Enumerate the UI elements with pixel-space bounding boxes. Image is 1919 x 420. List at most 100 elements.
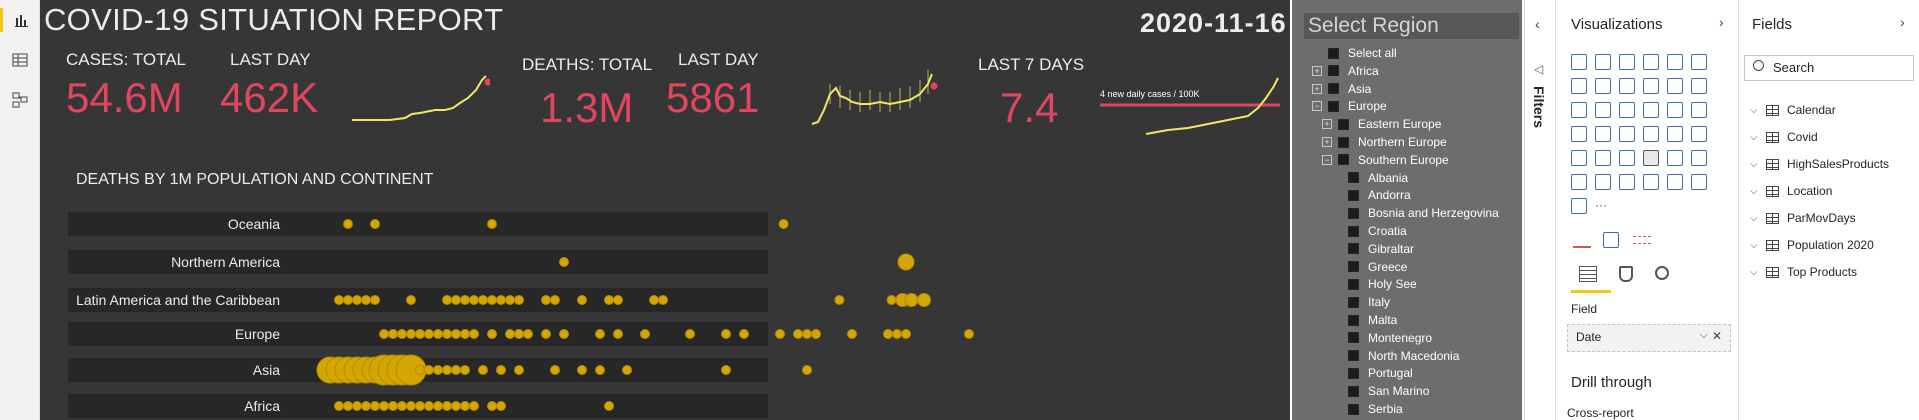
stacked-column-icon[interactable] xyxy=(1595,54,1611,70)
line-column-icon[interactable] xyxy=(1643,78,1659,94)
collapse-chevron-icon[interactable]: ‹ xyxy=(1535,16,1540,32)
country-dot[interactable] xyxy=(424,329,434,339)
slicer-item[interactable]: − Europe xyxy=(1312,97,1387,115)
country-dot[interactable] xyxy=(433,365,443,375)
country-dot[interactable] xyxy=(802,365,812,375)
country-dot[interactable] xyxy=(613,295,623,305)
country-dot[interactable] xyxy=(415,401,425,411)
chevron-down-icon[interactable]: ⌵ xyxy=(1750,158,1758,170)
country-dot[interactable] xyxy=(739,329,749,339)
country-dot[interactable] xyxy=(523,329,533,339)
checkbox[interactable] xyxy=(1348,243,1359,255)
country-dot[interactable] xyxy=(424,401,434,411)
narrative-icon[interactable] xyxy=(1667,174,1683,190)
area-icon[interactable] xyxy=(1595,78,1611,94)
remove-field-icon[interactable]: ✕ xyxy=(1711,329,1722,343)
country-dot[interactable] xyxy=(334,401,344,411)
country-dot[interactable] xyxy=(514,329,524,339)
country-dot[interactable] xyxy=(514,295,524,305)
checkbox[interactable] xyxy=(1338,118,1349,130)
slicer-item[interactable]: Malta xyxy=(1348,311,1397,329)
country-dot[interactable] xyxy=(550,295,560,305)
slicer-item[interactable]: Montenegro xyxy=(1348,329,1432,347)
checkbox[interactable] xyxy=(1348,172,1359,184)
country-dot[interactable] xyxy=(847,329,857,339)
country-dot[interactable] xyxy=(886,295,897,305)
map-icon[interactable] xyxy=(1571,126,1587,142)
country-dot[interactable] xyxy=(460,329,470,339)
country-dot[interactable] xyxy=(352,295,362,305)
country-dot[interactable] xyxy=(778,219,789,229)
slicer-item[interactable]: Holy See xyxy=(1348,275,1417,293)
azure-map-icon[interactable] xyxy=(1643,126,1659,142)
slicer-item[interactable]: Italy xyxy=(1348,293,1390,311)
slicer-item[interactable]: Greece xyxy=(1348,258,1407,276)
country-dot[interactable] xyxy=(361,295,371,305)
country-dot[interactable] xyxy=(451,329,461,339)
expand-icon[interactable]: + xyxy=(1322,137,1332,147)
expand-icon[interactable]: + xyxy=(1312,65,1322,76)
country-dot[interactable] xyxy=(793,329,803,339)
checkbox[interactable] xyxy=(1348,385,1359,397)
country-dot[interactable] xyxy=(496,295,506,305)
fields-tab-icon[interactable] xyxy=(1579,266,1597,282)
country-dot[interactable] xyxy=(469,329,479,339)
country-dot[interactable] xyxy=(433,401,443,411)
slicer-item[interactable]: Select all xyxy=(1312,44,1397,62)
country-dot[interactable] xyxy=(451,295,461,305)
country-dot[interactable] xyxy=(343,401,353,411)
kpi-icon[interactable] xyxy=(1595,150,1611,166)
more-icon[interactable]: ··· xyxy=(1595,198,1607,212)
field-table-item[interactable]: ⌵ Calendar xyxy=(1750,100,1836,120)
field-table-item[interactable]: ⌵ ParMovDays xyxy=(1750,208,1856,228)
filters-pane-collapsed[interactable]: ‹ ◁ Filters xyxy=(1524,0,1556,420)
shape-map-icon[interactable] xyxy=(1619,126,1635,142)
country-dot[interactable] xyxy=(559,329,569,339)
country-dot[interactable] xyxy=(406,295,416,305)
country-dot[interactable] xyxy=(892,329,902,339)
country-dot[interactable] xyxy=(811,329,821,339)
chevron-down-icon[interactable]: ⌵ xyxy=(1750,266,1758,278)
slicer-item[interactable]: Croatia xyxy=(1348,222,1407,240)
ribbon-icon[interactable] xyxy=(1691,78,1707,94)
expand-icon[interactable]: + xyxy=(1322,119,1332,130)
country-dot[interactable] xyxy=(658,295,668,305)
python-visual-icon[interactable] xyxy=(1571,174,1587,190)
clustered-column-icon[interactable] xyxy=(1643,54,1659,70)
country-dot[interactable] xyxy=(901,329,911,339)
chevron-down-icon[interactable]: ⌵ xyxy=(1750,131,1758,143)
field-table-item[interactable]: ⌵ Population 2020 xyxy=(1750,235,1874,255)
country-dot[interactable] xyxy=(406,329,416,339)
country-dot[interactable] xyxy=(487,219,497,229)
donut-icon[interactable] xyxy=(1667,102,1683,118)
country-dot[interactable] xyxy=(541,295,551,305)
country-dot[interactable] xyxy=(487,329,497,339)
checkbox[interactable] xyxy=(1338,154,1349,166)
field-table-item[interactable]: ⌵ Covid xyxy=(1750,127,1818,147)
country-dot[interactable] xyxy=(577,365,587,375)
waterfall-icon[interactable] xyxy=(1571,102,1587,118)
expand-icon[interactable]: + xyxy=(1312,83,1322,94)
country-dot[interactable] xyxy=(496,401,506,411)
country-dot[interactable] xyxy=(370,219,380,229)
country-dot[interactable] xyxy=(496,365,506,375)
country-dot[interactable] xyxy=(649,295,659,305)
country-dot[interactable] xyxy=(469,401,479,411)
viz-collapse-chevron-icon[interactable]: › xyxy=(1719,14,1724,30)
country-dot[interactable] xyxy=(802,329,812,339)
checkbox[interactable] xyxy=(1348,225,1359,237)
slicer-item[interactable]: San Marino xyxy=(1348,382,1429,400)
field-table-item[interactable]: ⌵ HighSalesProducts xyxy=(1750,154,1889,174)
country-dot[interactable] xyxy=(685,329,695,339)
checkbox[interactable] xyxy=(1328,83,1339,95)
model-view-button[interactable] xyxy=(8,88,32,112)
collapse-icon[interactable]: − xyxy=(1312,101,1322,112)
field-table-item[interactable]: ⌵ Location xyxy=(1750,181,1832,201)
country-dot[interactable] xyxy=(514,365,524,375)
country-dot[interactable] xyxy=(460,295,470,305)
power-apps-icon[interactable] xyxy=(1571,198,1587,214)
scatter-icon[interactable] xyxy=(1619,102,1635,118)
analytics-area-icon[interactable] xyxy=(1603,232,1619,248)
country-dot[interactable] xyxy=(415,329,425,339)
slicer-item[interactable]: Portugal xyxy=(1348,364,1413,382)
